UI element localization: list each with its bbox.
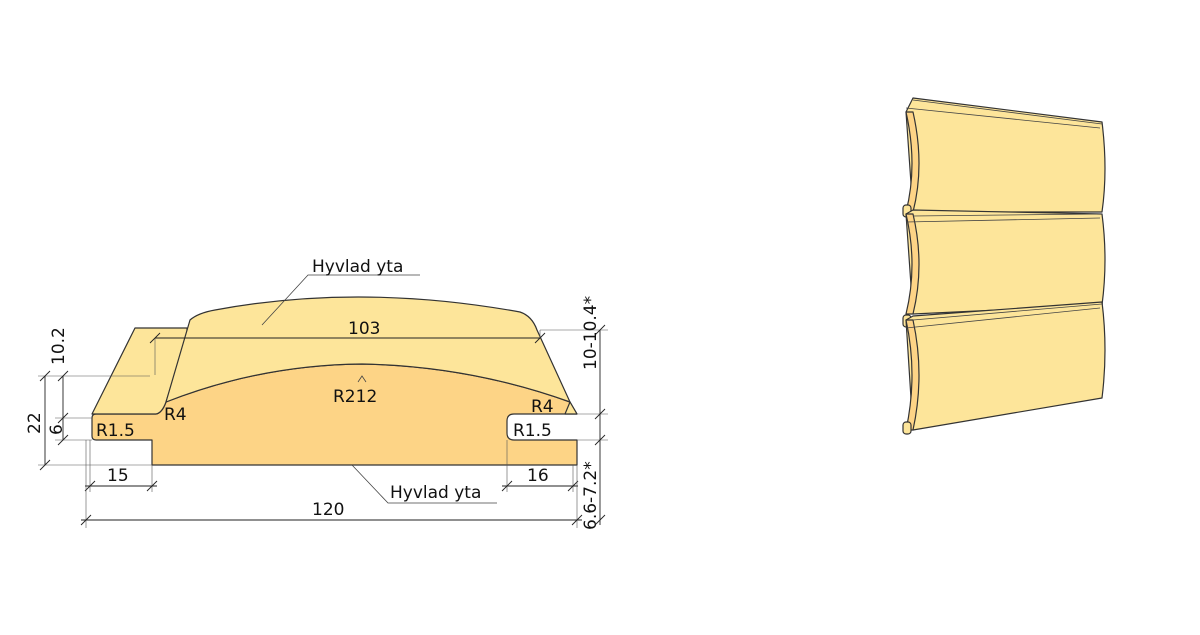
left-groove-width-label: 15 [107, 466, 129, 486]
board-profile-cross-section [91, 296, 578, 466]
left-height-top-label: 10.2 [49, 327, 69, 365]
dimension-labels: Hyvlad yta 103 R212 R4 R1.5 R4 R1.5 15 1… [25, 257, 601, 530]
total-width-label: 120 [312, 500, 344, 520]
radius-right-bottom-label: R1.5 [513, 421, 552, 441]
radius-right-top-label: R4 [531, 397, 554, 417]
surface-label-bottom: Hyvlad yta [390, 483, 481, 503]
dimension-lines [38, 274, 608, 528]
right-height-bottom-label: 6.6-7.2* [581, 461, 601, 530]
radius-left-bottom-label: R1.5 [96, 421, 135, 441]
width-face-label: 103 [348, 319, 380, 339]
right-height-top-label: 10-10.4* [581, 296, 601, 370]
panel-board-1 [902, 97, 1106, 218]
right-edge [564, 401, 578, 415]
right-tongue-width-label: 16 [527, 466, 549, 486]
radius-face-label: R212 [333, 387, 377, 407]
panel-illustration [902, 97, 1106, 435]
panel-board-3 [902, 301, 1106, 435]
radius-left-top-label: R4 [164, 405, 187, 425]
left-height-low-label: 6 [47, 424, 67, 435]
surface-label-top: Hyvlad yta [312, 257, 403, 277]
board-face [165, 296, 571, 403]
left-height-total-label: 22 [25, 412, 45, 434]
